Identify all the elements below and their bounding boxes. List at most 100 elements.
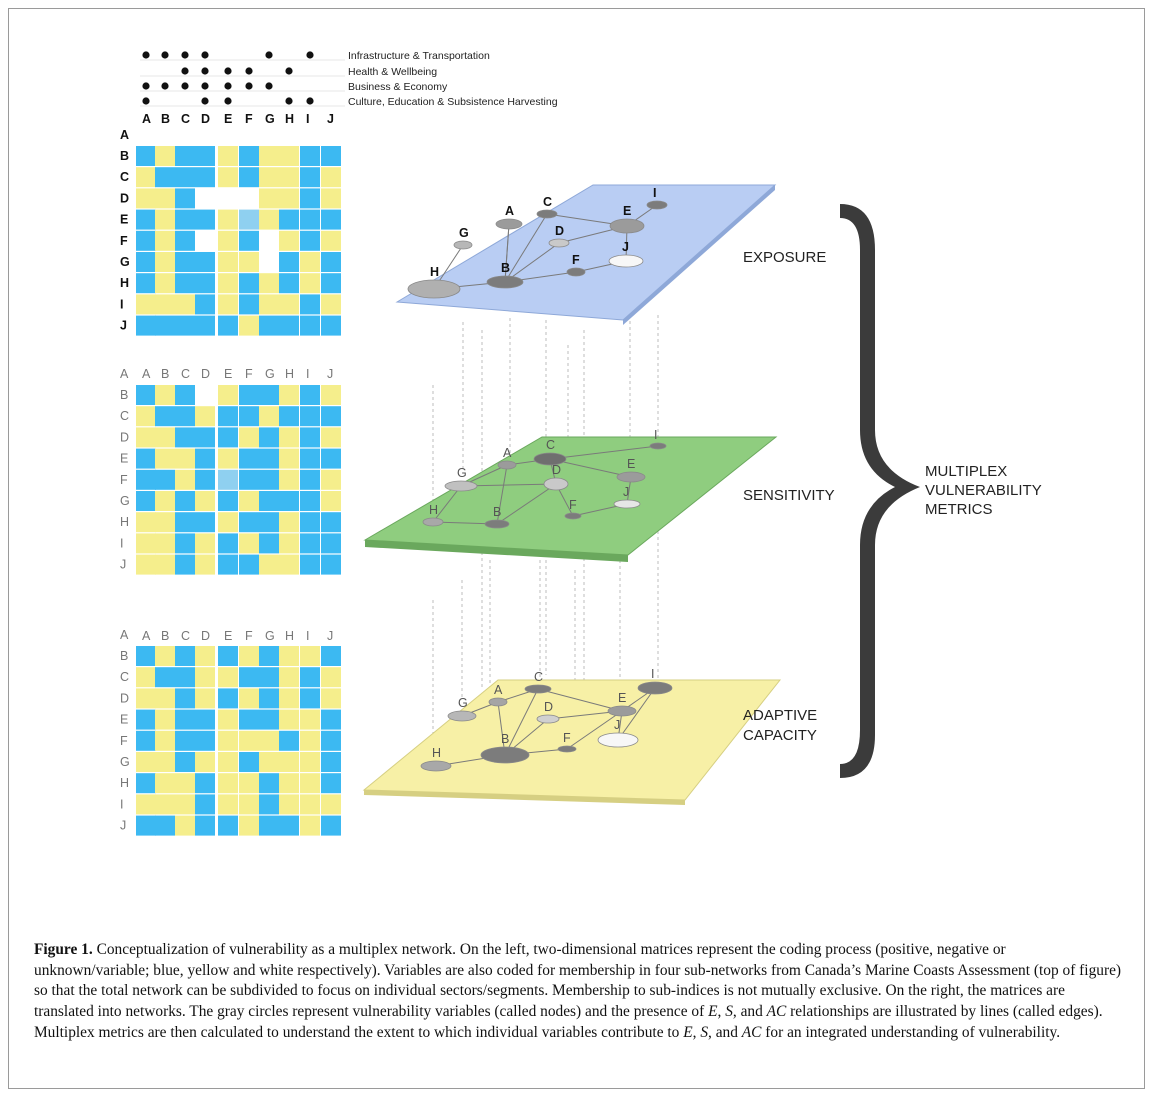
matrix-cell xyxy=(300,273,320,294)
row-header: F xyxy=(120,234,128,248)
matrix-cell xyxy=(279,730,299,751)
membership-dot xyxy=(265,51,273,59)
network-edge xyxy=(496,464,508,525)
matrix-cell xyxy=(321,209,341,230)
membership-dot xyxy=(285,67,293,75)
network-node-e xyxy=(607,705,637,717)
matrix-cell xyxy=(300,209,320,230)
matrix-cell xyxy=(239,252,259,272)
column-header: H xyxy=(285,367,294,381)
matrix-cell xyxy=(218,533,238,554)
node-label: J xyxy=(614,718,620,732)
matrix-cell xyxy=(321,427,341,448)
row-header: I xyxy=(120,297,123,311)
network-node-j xyxy=(608,254,644,268)
matrix-cell xyxy=(259,427,279,448)
membership-dot xyxy=(161,51,169,59)
row-header: B xyxy=(120,149,129,163)
matrix-cell xyxy=(136,294,156,315)
matrix-cell xyxy=(136,469,156,490)
matrix-cell xyxy=(218,815,238,836)
matrix-cell xyxy=(175,230,195,251)
membership-dot xyxy=(201,97,209,105)
matrix-cell xyxy=(175,554,195,575)
matrix-cell xyxy=(155,188,175,209)
row-header: B xyxy=(120,649,128,663)
matrix-cell xyxy=(300,427,320,448)
matrix-cell xyxy=(300,688,320,709)
matrix-cell xyxy=(321,491,341,511)
matrix-cell xyxy=(321,752,341,772)
membership-dot xyxy=(181,82,189,90)
layer-adaptive: A B C D E F G H I J xyxy=(362,667,782,805)
matrix-cell xyxy=(136,252,156,272)
column-header: H xyxy=(285,112,294,126)
matrix-cell xyxy=(195,315,215,336)
matrix-cell xyxy=(321,252,341,272)
matrix-cell xyxy=(175,491,195,511)
network-node-f xyxy=(566,267,586,277)
row-header: C xyxy=(120,670,129,684)
matrix-cell xyxy=(155,491,175,511)
column-header: J xyxy=(327,367,333,381)
plane-edge xyxy=(364,790,685,805)
matrix-cell xyxy=(195,709,215,730)
caption-em-e: E xyxy=(683,1023,693,1041)
column-header: C xyxy=(181,112,190,126)
matrix-cell xyxy=(155,730,175,751)
matrix-cell xyxy=(195,815,215,836)
caption-label: Figure 1. xyxy=(34,941,93,958)
matrix-cell xyxy=(218,554,238,575)
matrix-cell xyxy=(300,188,320,209)
matrix-cell xyxy=(218,730,238,751)
network-node-a xyxy=(495,218,523,230)
matrix-cell xyxy=(239,294,259,315)
matrix-cell xyxy=(239,146,259,166)
matrix-cell xyxy=(155,512,175,533)
network-node-f xyxy=(564,512,582,520)
membership-dot xyxy=(224,82,232,90)
network-node-c xyxy=(536,209,558,219)
matrix-cell xyxy=(300,667,320,688)
matrix-cell xyxy=(321,469,341,490)
column-header: D xyxy=(201,629,210,643)
row-header: A xyxy=(120,367,129,381)
layer-exposure: A B C D E F G H I J xyxy=(395,184,777,325)
matrix-cell xyxy=(155,146,175,166)
matrix-cell xyxy=(279,146,299,166)
matrix-cell xyxy=(259,448,279,469)
network-edge xyxy=(504,688,539,756)
row-header: H xyxy=(120,515,129,529)
matrix-cell xyxy=(136,209,156,230)
matrix-cell xyxy=(195,252,215,272)
caption-em-ac: AC xyxy=(741,1023,762,1041)
matrix-cell xyxy=(136,427,156,448)
matrix-cell xyxy=(175,294,195,315)
matrix-cell xyxy=(218,512,238,533)
matrix-cell xyxy=(195,469,215,490)
membership-dot xyxy=(201,82,209,90)
matrix-cell xyxy=(279,512,299,533)
subnetwork-label: Health & Wellbeing xyxy=(348,66,437,78)
network-node-j xyxy=(597,732,639,748)
matrix-cell xyxy=(239,815,259,836)
network-edge xyxy=(617,687,656,741)
subnetwork-label: Infrastructure & Transportation xyxy=(348,50,490,62)
column-header: G xyxy=(265,367,275,381)
membership-dot xyxy=(224,97,232,105)
column-header: B xyxy=(161,629,169,643)
matrix-cell xyxy=(218,688,238,709)
layer-title-exposure: EXPOSURE xyxy=(743,249,826,266)
matrix-cell xyxy=(136,794,156,815)
matrix-cell xyxy=(175,385,195,405)
matrix-cell xyxy=(136,406,156,427)
matrix-cell xyxy=(175,730,195,751)
network-edge xyxy=(504,242,560,283)
column-header: F xyxy=(245,112,253,126)
column-header: J xyxy=(327,112,334,126)
row-header: G xyxy=(120,255,130,269)
matrix-cell xyxy=(175,815,195,836)
row-header: G xyxy=(120,755,130,769)
network-edge xyxy=(549,445,659,460)
